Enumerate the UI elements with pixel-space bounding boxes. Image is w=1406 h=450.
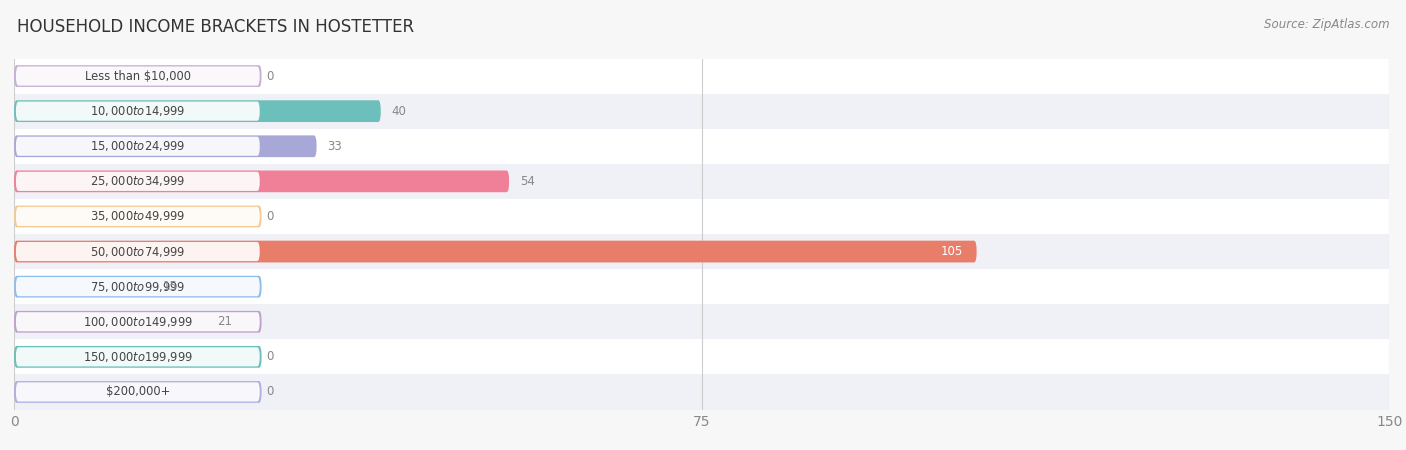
Text: 0: 0	[266, 386, 274, 398]
Text: 105: 105	[941, 245, 963, 258]
Text: Less than $10,000: Less than $10,000	[84, 70, 191, 82]
Bar	[14, 94, 1389, 129]
FancyBboxPatch shape	[15, 172, 260, 191]
Text: 15: 15	[163, 280, 177, 293]
FancyBboxPatch shape	[15, 67, 260, 86]
FancyBboxPatch shape	[14, 171, 509, 192]
FancyBboxPatch shape	[15, 102, 260, 121]
Bar	[14, 234, 1389, 269]
Text: 40: 40	[392, 105, 406, 117]
Text: Source: ZipAtlas.com: Source: ZipAtlas.com	[1264, 18, 1389, 31]
FancyBboxPatch shape	[14, 311, 262, 333]
Bar	[14, 374, 1389, 410]
FancyBboxPatch shape	[15, 277, 260, 296]
Text: 0: 0	[266, 210, 274, 223]
Text: $75,000 to $99,999: $75,000 to $99,999	[90, 279, 186, 294]
Text: $200,000+: $200,000+	[105, 386, 170, 398]
Text: 0: 0	[266, 351, 274, 363]
Text: $150,000 to $199,999: $150,000 to $199,999	[83, 350, 193, 364]
Bar	[14, 164, 1389, 199]
Bar	[14, 129, 1389, 164]
FancyBboxPatch shape	[15, 347, 260, 366]
FancyBboxPatch shape	[15, 242, 260, 261]
FancyBboxPatch shape	[15, 137, 260, 156]
FancyBboxPatch shape	[14, 65, 262, 87]
Text: $10,000 to $14,999: $10,000 to $14,999	[90, 104, 186, 118]
FancyBboxPatch shape	[14, 346, 262, 368]
Text: $15,000 to $24,999: $15,000 to $24,999	[90, 139, 186, 153]
FancyBboxPatch shape	[14, 381, 262, 403]
FancyBboxPatch shape	[14, 276, 262, 297]
Bar	[14, 304, 1389, 339]
Text: $35,000 to $49,999: $35,000 to $49,999	[90, 209, 186, 224]
Text: 0: 0	[266, 70, 274, 82]
Text: $100,000 to $149,999: $100,000 to $149,999	[83, 315, 193, 329]
FancyBboxPatch shape	[14, 100, 381, 122]
Bar	[14, 199, 1389, 234]
Text: 54: 54	[520, 175, 534, 188]
Text: 33: 33	[328, 140, 342, 153]
Bar	[14, 58, 1389, 94]
Bar	[14, 339, 1389, 374]
FancyBboxPatch shape	[15, 382, 260, 401]
Text: $25,000 to $34,999: $25,000 to $34,999	[90, 174, 186, 189]
Text: $50,000 to $74,999: $50,000 to $74,999	[90, 244, 186, 259]
Text: 21: 21	[218, 315, 232, 328]
FancyBboxPatch shape	[15, 312, 260, 331]
FancyBboxPatch shape	[14, 241, 977, 262]
Bar	[14, 269, 1389, 304]
Text: HOUSEHOLD INCOME BRACKETS IN HOSTETTER: HOUSEHOLD INCOME BRACKETS IN HOSTETTER	[17, 18, 413, 36]
FancyBboxPatch shape	[14, 135, 316, 157]
FancyBboxPatch shape	[15, 207, 260, 226]
FancyBboxPatch shape	[14, 206, 262, 227]
